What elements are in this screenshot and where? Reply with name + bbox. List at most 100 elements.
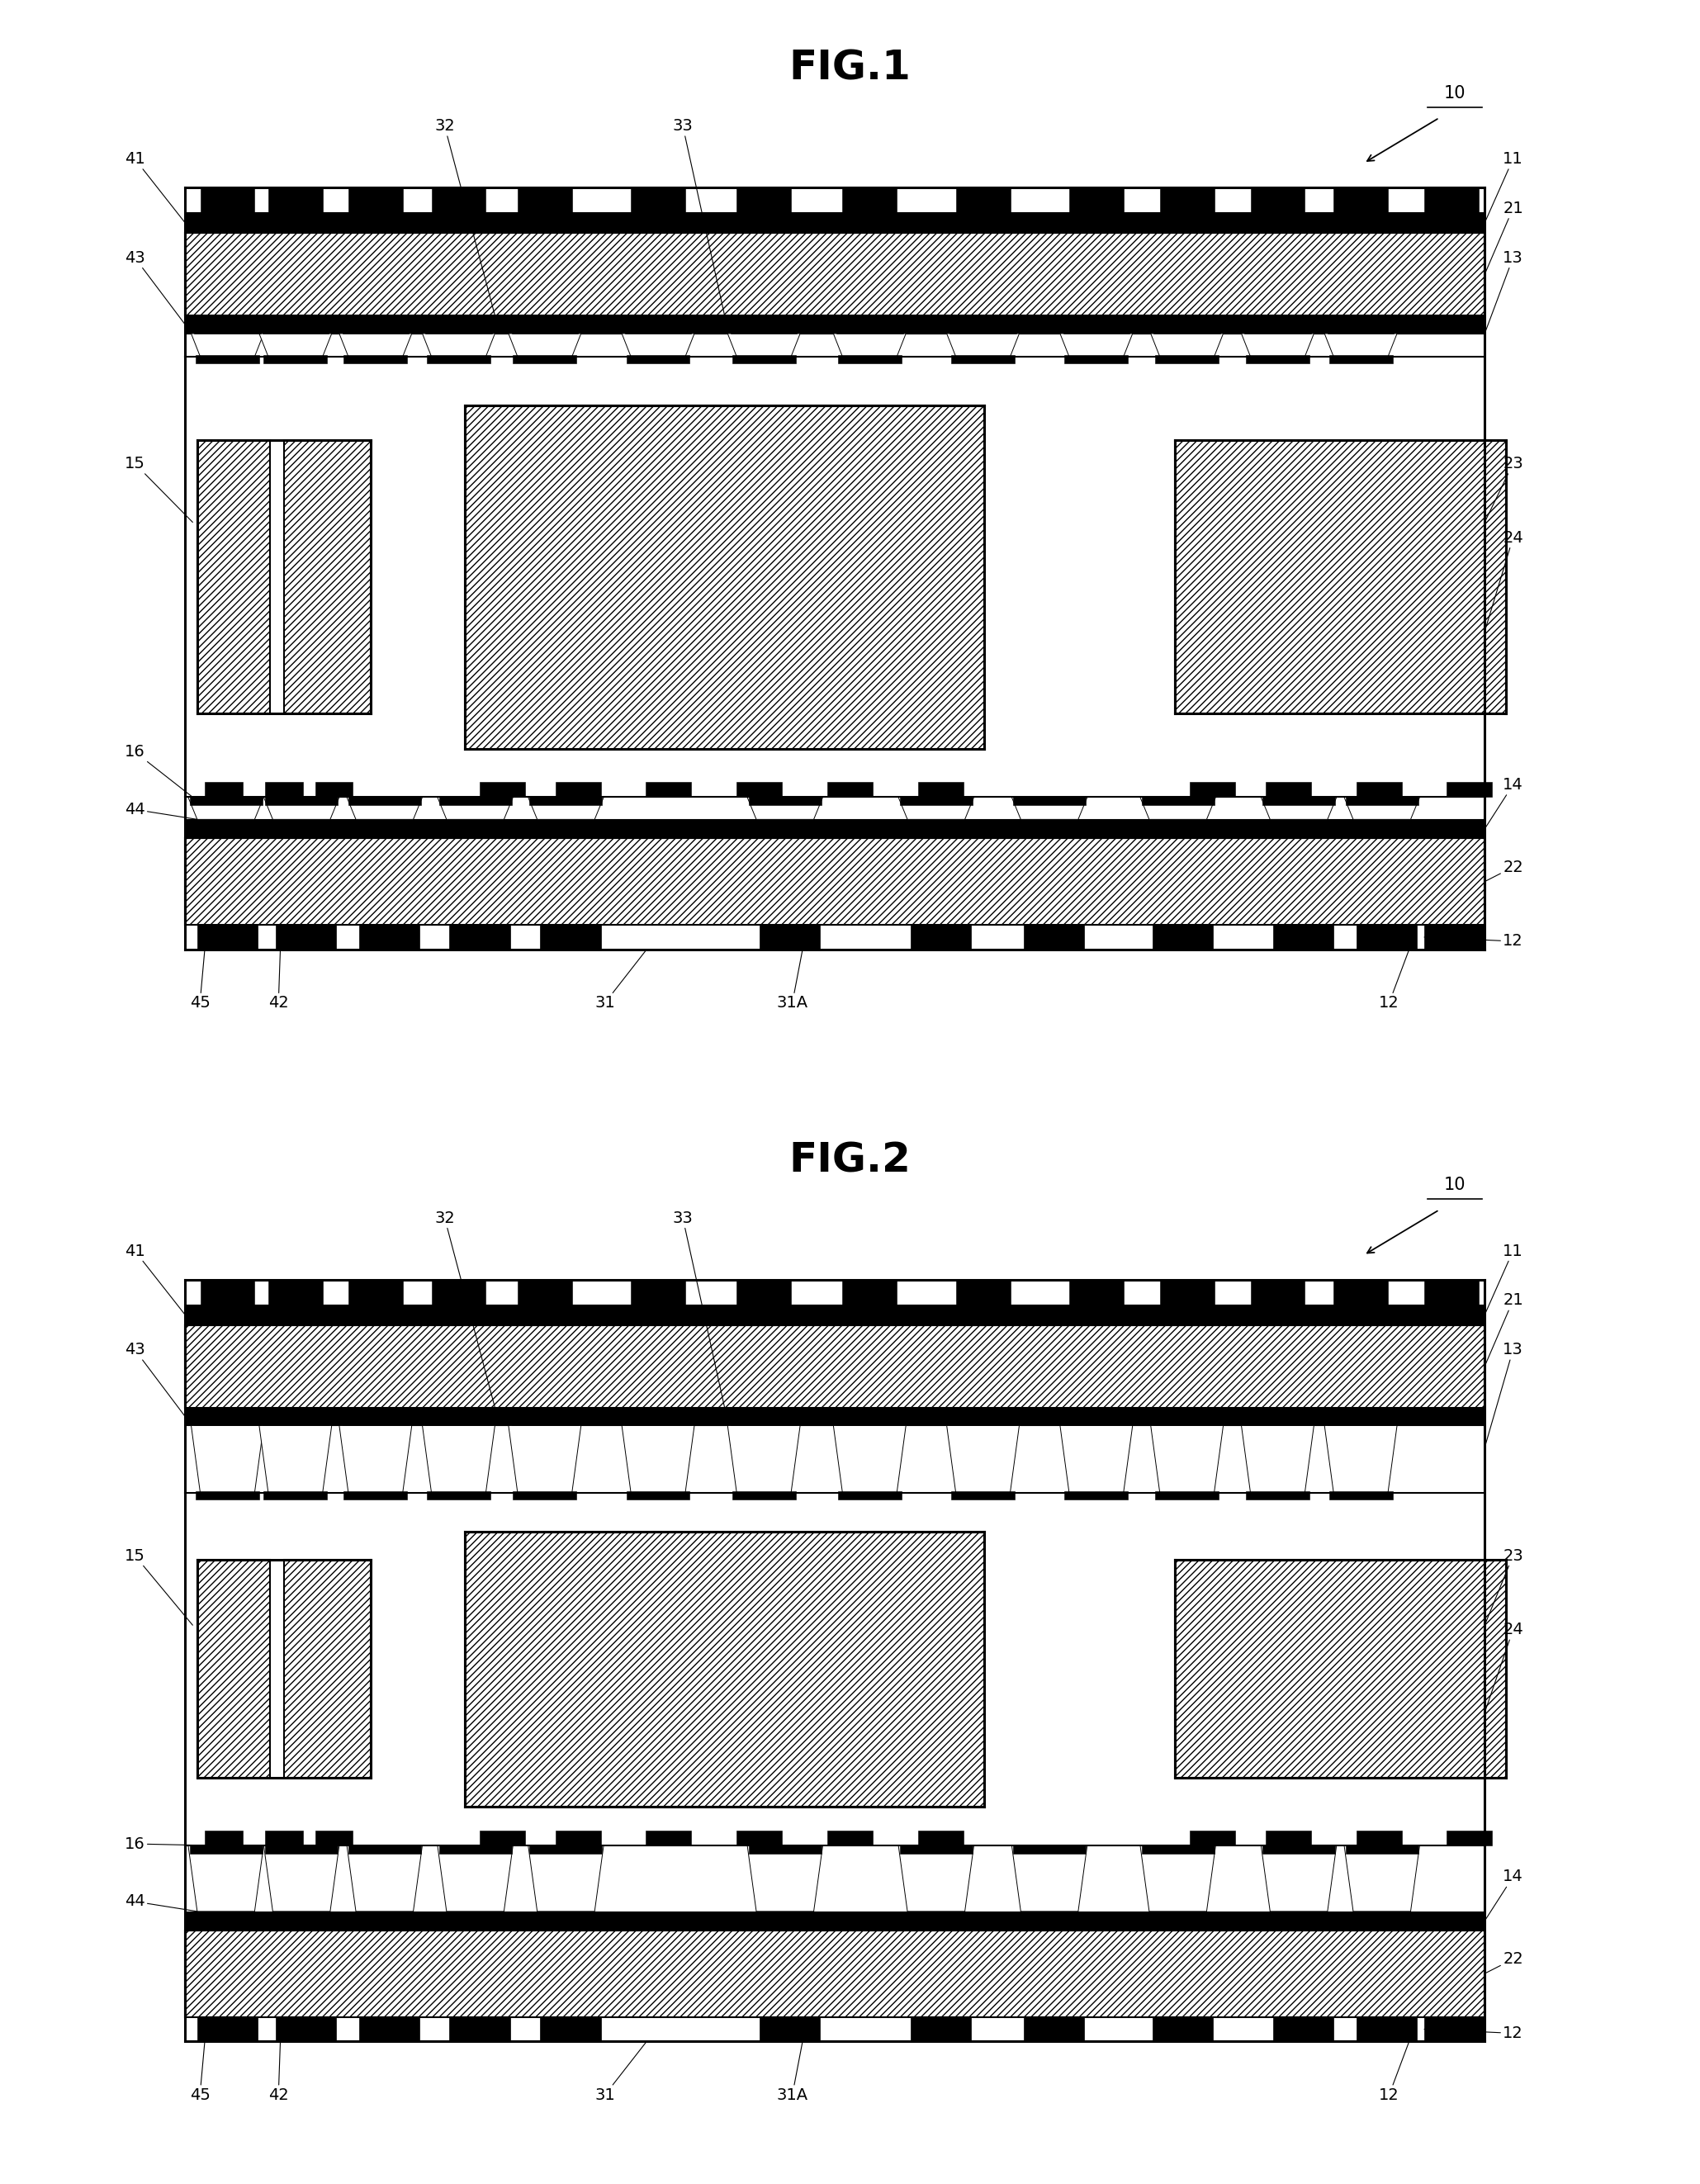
Text: 32: 32 [435,1210,495,1406]
Bar [731,1417,797,1426]
Bar [843,188,898,212]
Text: 14: 14 [1484,1870,1523,1922]
Bar [626,325,692,334]
Bar [1329,1492,1392,1498]
Bar [197,924,258,950]
Bar [733,356,796,363]
Polygon shape [1141,797,1216,819]
Bar [190,797,262,806]
Text: 11: 11 [1484,151,1523,223]
Bar [950,325,1017,334]
Bar [464,1531,984,1806]
Polygon shape [1012,797,1088,819]
Bar [348,188,403,212]
Bar [1244,325,1311,334]
Bar [1159,1280,1214,1304]
Bar [190,1845,262,1854]
Bar [1069,1280,1124,1304]
Bar [262,325,328,334]
Text: 42: 42 [269,2042,289,2103]
Bar [512,1417,578,1426]
Bar [1357,1830,1401,1845]
Bar [828,1830,872,1845]
Bar [185,1911,1484,1931]
Bar [1263,797,1334,806]
Text: 24: 24 [1484,1623,1523,1712]
Bar [1175,1559,1506,1778]
Bar [185,1304,1484,1326]
Bar [1333,188,1387,212]
Bar [1357,2016,1416,2042]
Bar [204,1830,243,1845]
Polygon shape [340,334,411,356]
Polygon shape [529,797,604,819]
Bar [265,1830,303,1845]
Bar [541,2016,600,2042]
Bar [1190,782,1236,797]
Bar [1023,2016,1085,2042]
Bar [1447,782,1493,797]
Bar [838,1492,901,1498]
Bar [284,1559,371,1778]
Bar [950,1417,1017,1426]
Bar [1447,1830,1493,1845]
Bar [343,1492,408,1498]
Bar [1013,797,1086,806]
Polygon shape [422,1426,495,1492]
Bar [479,1830,525,1845]
Bar [275,924,337,950]
Text: 21: 21 [1484,201,1523,275]
Bar [284,441,371,714]
Bar [185,212,1484,234]
Bar [449,2016,510,2042]
Polygon shape [1345,1845,1419,1911]
Text: 16: 16 [124,1837,192,1852]
Bar [911,2016,971,2042]
Bar [432,1280,486,1304]
Bar [185,356,1484,797]
Bar [196,356,258,363]
Bar [513,356,576,363]
Bar [201,1280,255,1304]
Text: 12: 12 [1379,2042,1409,2103]
Bar [275,2016,337,2042]
Bar [517,188,571,212]
Bar [265,782,303,797]
Polygon shape [898,1845,974,1911]
Text: 15: 15 [124,1548,192,1625]
Bar [343,356,408,363]
Text: 23: 23 [1484,456,1523,522]
Polygon shape [1324,334,1397,356]
Polygon shape [748,797,823,819]
Bar [342,1417,408,1426]
Text: 45: 45 [190,950,211,1011]
Bar [342,325,408,334]
Polygon shape [622,334,694,356]
Bar [439,797,512,806]
Bar [425,1417,491,1426]
Polygon shape [422,334,495,356]
Bar [427,356,490,363]
Bar [899,797,972,806]
Polygon shape [189,797,264,819]
Bar [1064,1492,1129,1498]
Bar [449,924,510,950]
Bar [918,1830,964,1845]
Bar [736,1280,790,1304]
Bar [556,1830,600,1845]
Text: 12: 12 [1425,2025,1523,2042]
Bar [185,234,1484,314]
Polygon shape [1151,1426,1224,1492]
Bar [1013,1845,1086,1854]
Text: 22: 22 [1484,858,1523,882]
Bar [1159,188,1214,212]
Polygon shape [1012,1845,1088,1911]
Polygon shape [347,797,422,819]
Text: 41: 41 [124,151,185,223]
Text: 15: 15 [124,456,192,522]
Bar [269,1280,323,1304]
Polygon shape [508,1426,581,1492]
Bar [196,1492,258,1498]
Text: 45: 45 [190,2042,211,2103]
Bar [736,188,790,212]
